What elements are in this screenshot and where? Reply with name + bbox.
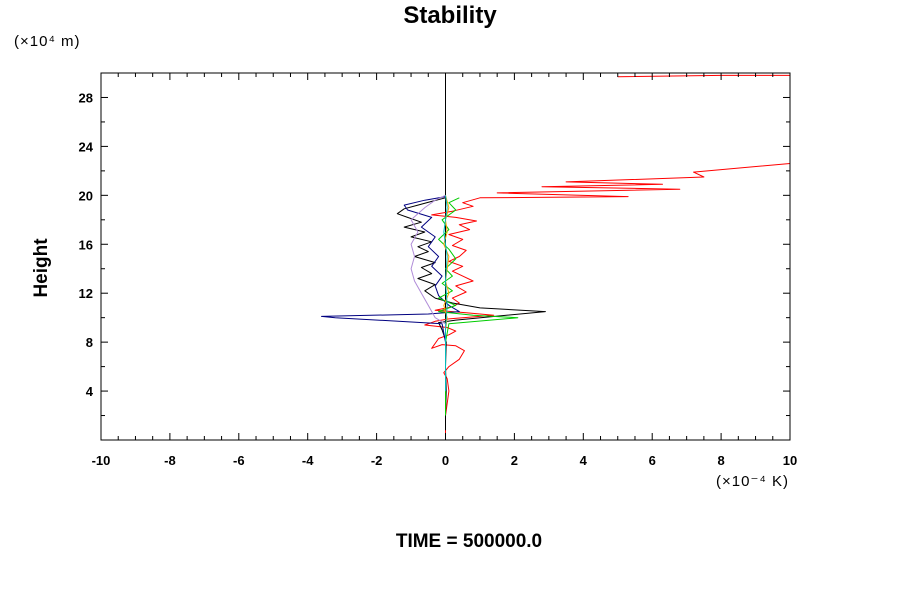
x-tick-label: 8 (717, 453, 724, 468)
series-line-1 (424, 163, 791, 434)
series-layer (321, 73, 791, 440)
x-tick-label: 10 (783, 453, 797, 468)
x-tick-label: -4 (302, 453, 314, 468)
y-tick-label: 24 (79, 139, 94, 154)
x-tick-label: 6 (649, 453, 656, 468)
y-tick-label: 4 (86, 384, 94, 399)
x-tick-label: -6 (233, 453, 245, 468)
x-tick-label: 0 (442, 453, 449, 468)
x-tick-label: -10 (92, 453, 111, 468)
y-tick-label: 16 (79, 237, 93, 252)
y-tick-label: 8 (86, 335, 93, 350)
series-line-8 (443, 195, 448, 392)
x-tick-label: -2 (371, 453, 383, 468)
y-axis-unit: (×10⁴ m) (14, 33, 81, 50)
series-line-4 (321, 196, 460, 343)
x-axis-unit: (×10⁻⁴ K) (716, 473, 789, 490)
series-line-5 (438, 197, 519, 416)
chart-title: Stability (403, 2, 497, 29)
x-tick-label: 4 (580, 453, 588, 468)
series-line-3 (396, 197, 546, 431)
x-tick-label: 2 (511, 453, 518, 468)
y-tick-label: 20 (79, 188, 93, 203)
x-tick-label: -8 (164, 453, 176, 468)
y-tick-label: 28 (79, 90, 93, 105)
series-line-6 (410, 194, 446, 343)
y-tick-label: 12 (79, 286, 93, 301)
time-footer: TIME = 500000.0 (395, 531, 543, 552)
